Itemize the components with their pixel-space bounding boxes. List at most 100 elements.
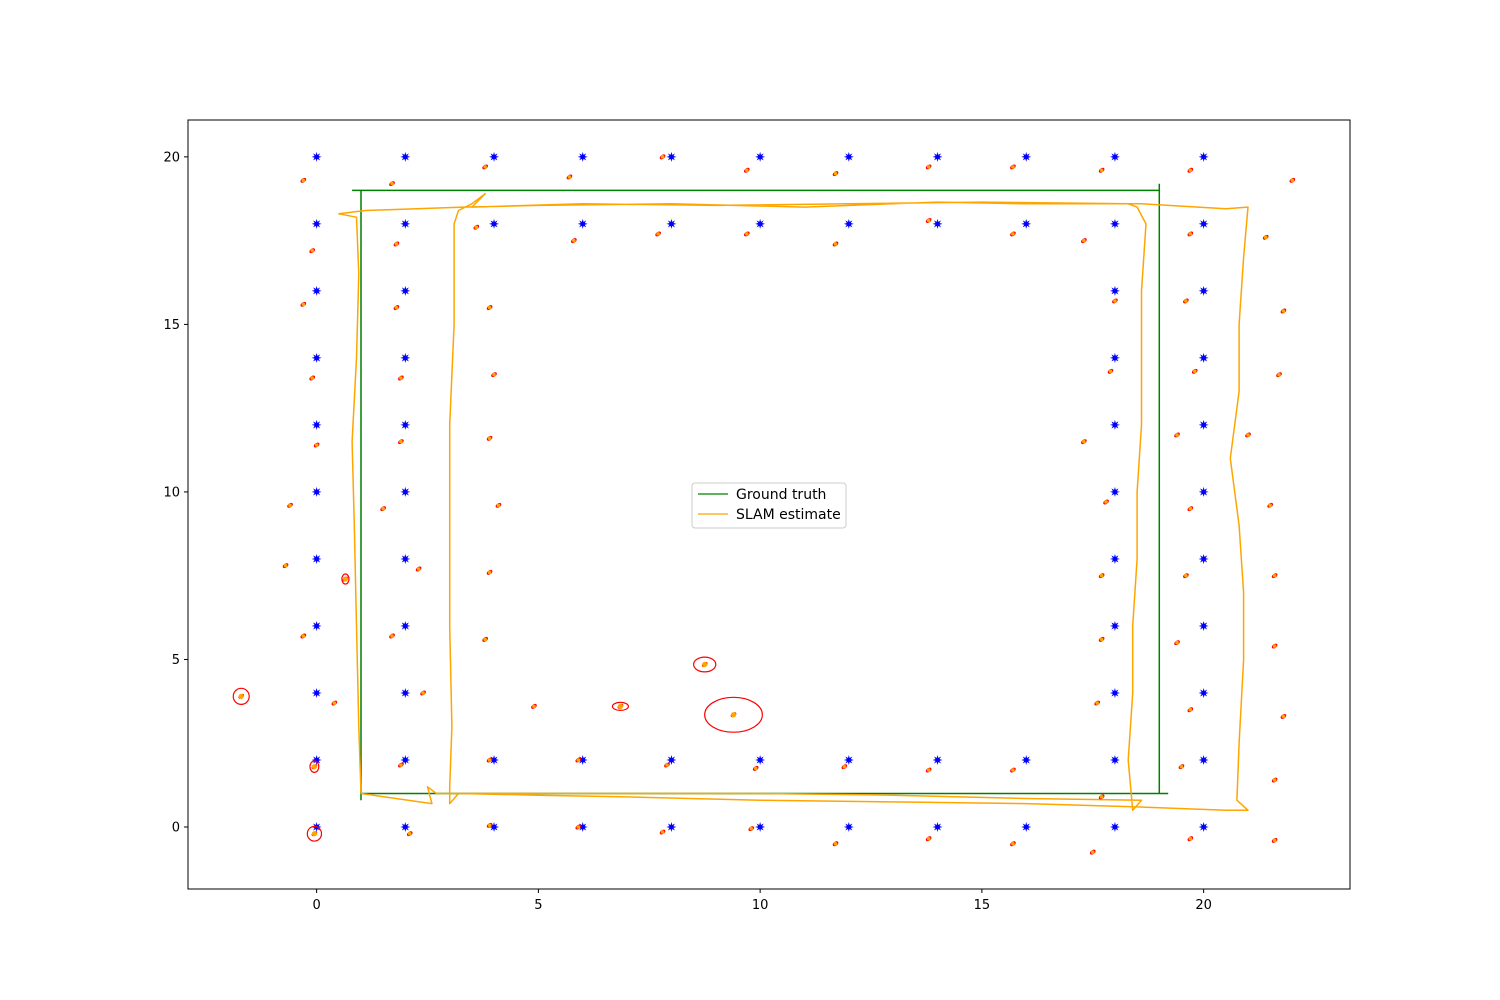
landmark-marker: [400, 486, 411, 497]
landmark-marker: [1198, 352, 1209, 363]
landmark-marker: [1021, 218, 1032, 229]
landmark-estimate-marker: [1277, 372, 1281, 377]
landmark-marker: [311, 218, 322, 229]
y-tick-label: 20: [163, 150, 180, 165]
landmark-marker: [311, 755, 322, 765]
landmark-estimate-marker: [301, 302, 306, 307]
landmark-marker: [1109, 755, 1120, 765]
landmark-marker: [1109, 285, 1120, 296]
landmark-estimate-marker: [1108, 369, 1113, 374]
landmark-estimate-marker: [394, 242, 399, 246]
landmark-marker: [311, 352, 322, 363]
landmark-estimate-marker: [1011, 841, 1015, 846]
landmark-estimate-marker: [665, 763, 669, 767]
landmark-estimate-marker: [310, 248, 314, 253]
data-layer: [232, 151, 1296, 855]
landmark-marker: [400, 687, 411, 698]
landmark-marker: [1198, 285, 1209, 296]
landmark-marker: [400, 218, 411, 229]
landmark-marker: [577, 822, 588, 833]
landmark-marker: [843, 755, 854, 765]
landmark-estimate-marker: [749, 826, 754, 831]
landmark-estimate-marker: [394, 305, 399, 310]
landmark-estimate-marker: [416, 567, 421, 571]
legend: Ground truth SLAM estimate: [691, 482, 847, 529]
landmark-estimate-marker: [1099, 637, 1104, 642]
covariance-ellipse: [309, 760, 320, 773]
landmark-estimate-marker: [576, 825, 581, 829]
landmark-estimate-marker: [487, 823, 492, 828]
landmark-marker: [666, 218, 677, 229]
landmark-estimate-marker: [660, 830, 665, 834]
landmark-estimate-marker: [656, 232, 660, 236]
landmark-marker: [489, 218, 500, 229]
landmark-estimate-marker: [926, 768, 931, 772]
landmark-marker: [1109, 553, 1120, 564]
landmark-estimate-marker: [301, 634, 306, 638]
x-tick-label: 5: [534, 898, 542, 913]
landmark-marker: [1198, 687, 1209, 698]
landmark-marker: [1198, 620, 1209, 631]
landmark-estimate-marker: [301, 178, 306, 183]
landmark-marker: [932, 218, 943, 229]
landmark-estimate-marker: [487, 305, 492, 310]
y-tick-label: 0: [172, 821, 180, 836]
landmark-estimate-marker: [1104, 500, 1108, 504]
landmark-estimate-marker: [745, 232, 749, 236]
landmark-estimate-marker: [474, 225, 479, 230]
landmark-estimate-marker: [399, 763, 403, 767]
landmark-estimate-marker: [1188, 506, 1193, 511]
landmark-estimate-marker: [753, 766, 758, 771]
y-tick-label: 10: [163, 485, 180, 500]
landmark-estimate-marker: [1113, 299, 1117, 303]
landmark-estimate-marker: [1192, 369, 1197, 374]
landmark-marker: [400, 419, 411, 430]
landmark-marker: [1109, 486, 1120, 497]
landmark-estimate-marker: [1281, 714, 1286, 719]
landmark-marker: [755, 822, 766, 833]
landmark-estimate-marker: [1281, 309, 1286, 313]
landmark-estimate-marker: [1272, 644, 1277, 648]
landmark-marker: [843, 218, 854, 229]
landmark-estimate-marker: [1095, 701, 1099, 705]
landmark-marker: [311, 687, 322, 698]
landmark-estimate-marker: [1175, 433, 1179, 437]
landmark-marker: [489, 151, 500, 162]
landmark-estimate-marker: [833, 242, 838, 246]
landmark-estimate-marker: [283, 563, 288, 568]
landmark-marker: [1109, 419, 1120, 430]
landmark-estimate-marker: [926, 836, 931, 841]
legend-box: [691, 482, 847, 529]
landmark-estimate-marker: [1188, 168, 1193, 173]
landmark-estimate-marker: [332, 701, 337, 705]
landmark-marker: [1021, 822, 1032, 833]
covariance-ellipse: [306, 825, 323, 842]
landmark-estimate-marker: [1290, 178, 1295, 183]
landmark-marker: [755, 218, 766, 229]
landmark-estimate-marker: [1082, 238, 1086, 243]
y-tick-label: 5: [172, 653, 180, 668]
landmark-estimate-marker: [487, 758, 492, 762]
landmark-estimate-marker: [399, 376, 403, 380]
landmark-estimate-marker: [1184, 299, 1188, 303]
landmark-estimate-marker: [1263, 235, 1268, 240]
landmark-estimate-marker: [1188, 836, 1193, 841]
landmark-marker: [577, 218, 588, 229]
landmark-estimate-marker: [532, 704, 536, 709]
landmark-estimate-marker: [1246, 433, 1250, 437]
landmark-marker: [400, 620, 411, 631]
x-tick-label: 0: [312, 898, 320, 913]
covariance-ellipse: [693, 656, 717, 673]
landmark-marker: [1021, 755, 1032, 765]
landmark-marker: [311, 151, 322, 162]
landmark-marker: [755, 151, 766, 162]
landmark-estimate-marker: [576, 758, 581, 762]
landmark-estimate-marker: [833, 841, 838, 846]
landmark-estimate-marker: [407, 831, 412, 836]
landmark-estimate-marker: [567, 175, 572, 179]
landmark-estimate-marker: [311, 764, 318, 770]
landmark-estimate-marker: [483, 637, 487, 642]
landmark-estimate-marker: [1082, 439, 1086, 444]
landmark-estimate-marker: [1188, 707, 1193, 712]
